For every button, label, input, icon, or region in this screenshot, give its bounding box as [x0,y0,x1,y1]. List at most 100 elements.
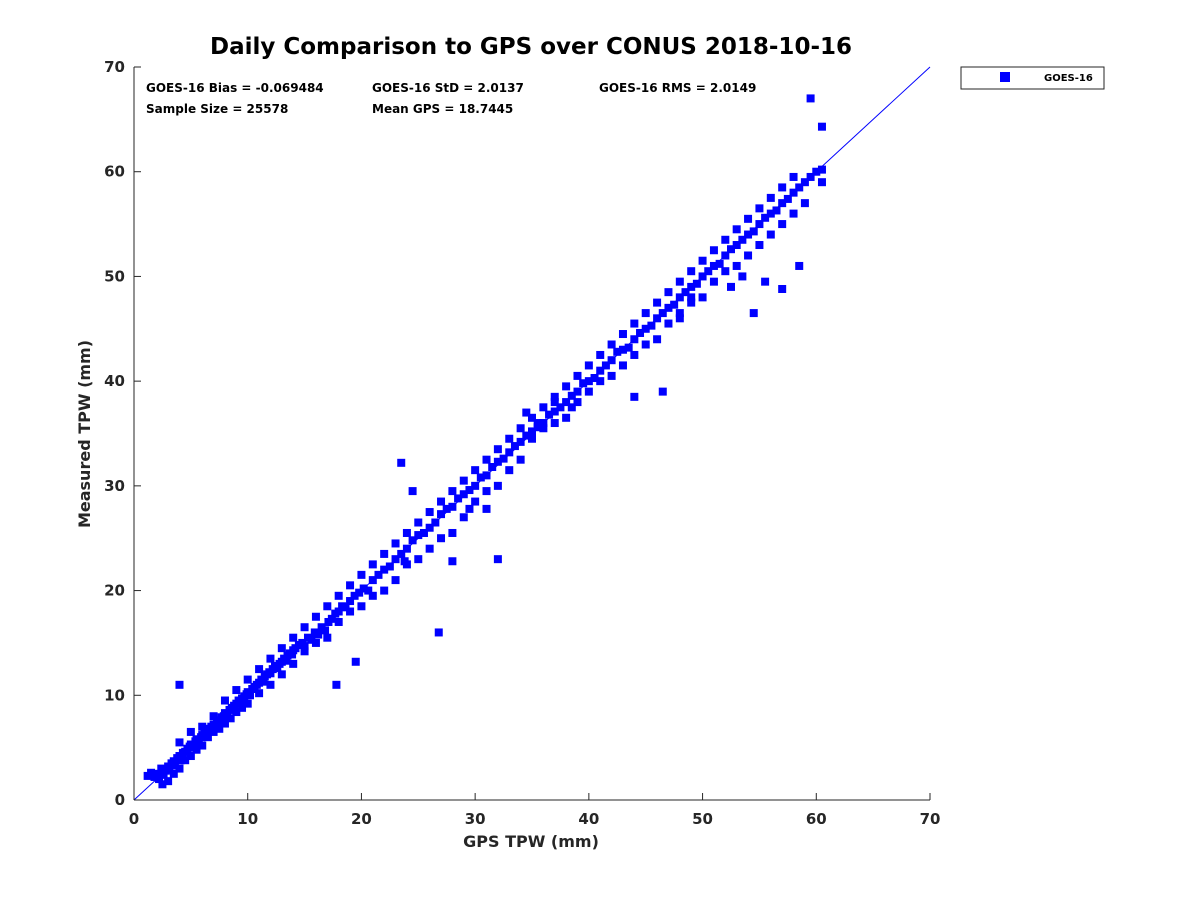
data-point [357,602,366,611]
data-point [550,419,559,428]
data-point [749,227,758,236]
data-point [476,473,485,482]
data-point [357,570,366,579]
x-tick-label: 0 [129,810,139,828]
y-tick-label: 50 [104,267,125,285]
data-point [437,534,446,543]
data-point [243,699,252,708]
data-point [584,361,593,370]
data-point [539,403,548,412]
data-point [675,277,684,286]
y-tick-label: 60 [104,163,125,181]
x-tick-label: 40 [578,810,599,828]
data-point [641,340,650,349]
data-point [266,680,275,689]
data-point [499,454,508,463]
data-point [613,347,622,356]
data-point [307,635,316,644]
data-point [400,557,409,566]
data-point [596,377,605,386]
data-point [607,371,616,380]
data-point [562,382,571,391]
data-point [255,689,264,698]
one-to-one-reference-line [133,66,931,801]
data-point [817,178,826,187]
data-point [493,481,502,490]
data-point [692,279,701,288]
data-point [414,518,423,527]
data-point [175,764,184,773]
data-point [323,602,332,611]
data-point [391,539,400,548]
data-point [675,314,684,323]
data-point [220,696,229,705]
data-point [277,670,286,679]
data-point [778,220,787,229]
data-point [800,199,809,208]
data-point [567,391,576,400]
data-point [300,623,309,632]
data-point [653,335,662,344]
data-point [155,775,164,784]
data-point [789,172,798,181]
data-point [471,466,480,475]
data-point [346,607,355,616]
data-point [709,246,718,255]
data-point [437,497,446,506]
data-point [259,677,268,686]
data-point [647,321,656,330]
data-point [732,261,741,270]
data-point [510,442,519,451]
y-tick-label: 30 [104,477,125,495]
data-point [215,724,224,733]
data-point [380,549,389,558]
data-point [334,591,343,600]
data-point [266,654,275,663]
data-point [266,669,275,678]
data-point [618,330,627,339]
data-point [311,638,320,647]
data-point [573,371,582,380]
data-point [664,288,673,297]
data-point [448,487,457,496]
data-point [658,387,667,396]
data-point [533,423,542,432]
data-point [698,256,707,265]
data-point [761,213,770,222]
stat-bias: GOES-16 Bias = -0.069484 [146,81,324,95]
data-point [488,463,497,472]
data-point [385,562,394,571]
data-point [505,448,514,457]
data-point [220,719,229,728]
data-point [630,319,639,328]
data-point [327,614,336,623]
data-point [562,413,571,422]
data-point [687,267,696,276]
data-point [607,340,616,349]
data-point [414,555,423,564]
x-tick-label: 50 [692,810,713,828]
data-point [772,206,781,215]
data-point [664,319,673,328]
data-point [334,617,343,626]
data-point [232,686,241,695]
chart-title: Daily Comparison to GPS over CONUS 2018-… [210,34,852,60]
data-point [744,214,753,223]
data-point [186,752,195,761]
data-point [210,722,219,731]
data-point [550,407,559,416]
data-point [368,560,377,569]
data-point [766,193,775,202]
data-point [749,309,758,318]
data-point [817,122,826,131]
data-point [624,343,633,352]
data-point [783,194,792,203]
data-point [528,434,536,443]
data-point [170,761,179,770]
stat-mean-gps: Mean GPS = 18.7445 [372,102,513,116]
data-point [493,445,502,454]
data-point [687,293,696,302]
data-point [175,738,184,747]
data-point [414,531,423,540]
